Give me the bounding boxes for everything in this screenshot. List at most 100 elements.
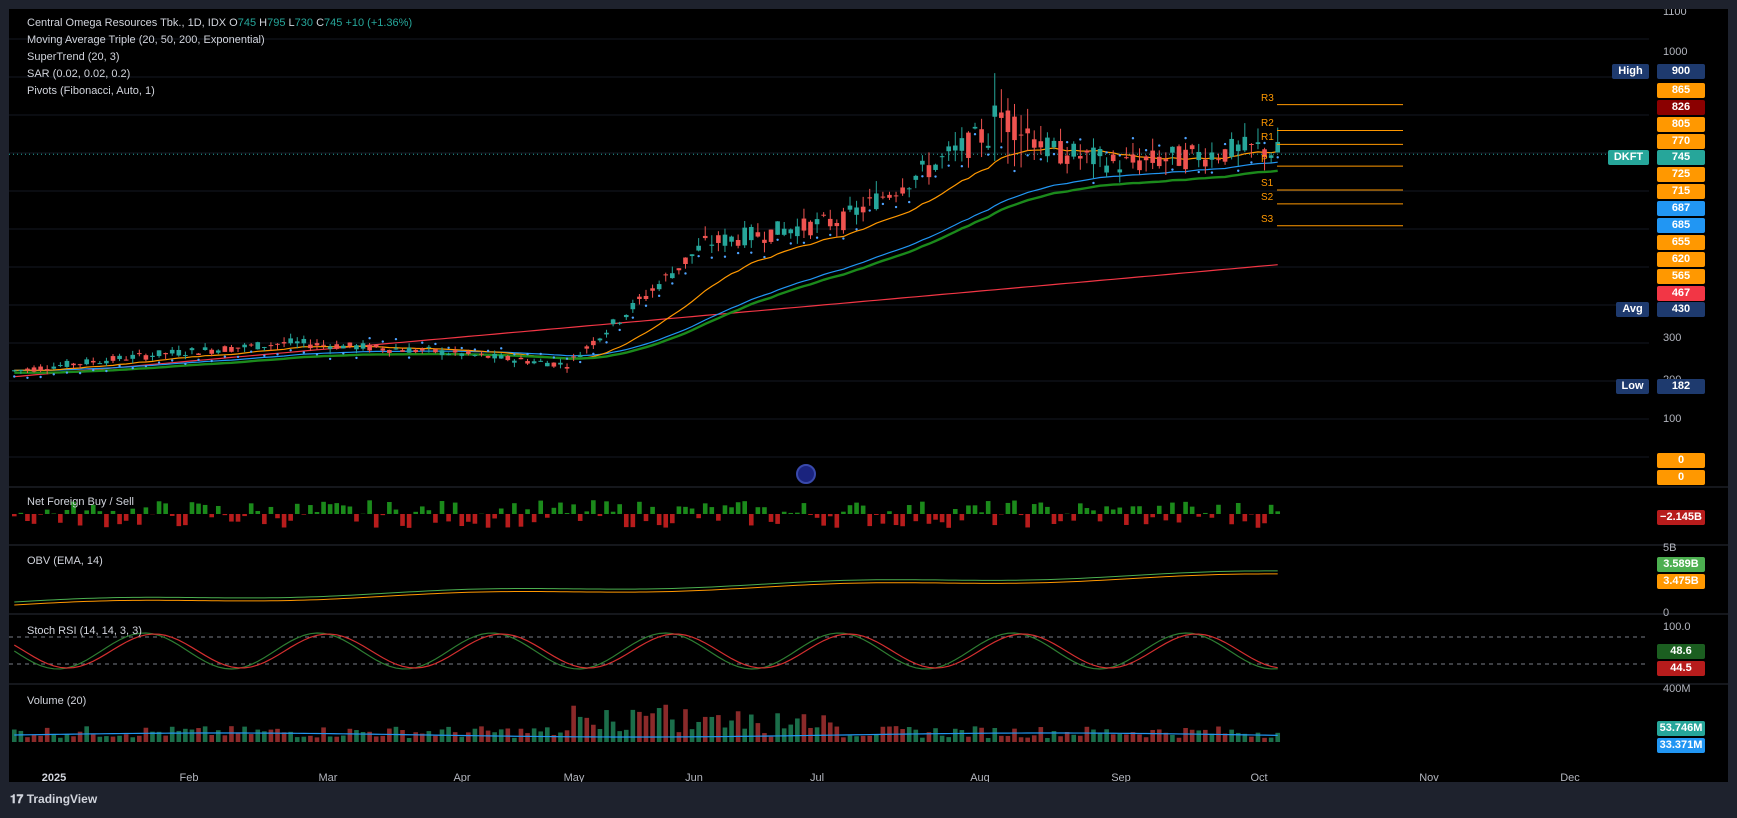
foreign-flow-bar (926, 514, 932, 524)
sar-dot (394, 337, 398, 341)
foreign-flow-bar (229, 514, 234, 522)
price-chart[interactable] (9, 9, 1728, 782)
candle-body (979, 129, 984, 143)
volume-bar (584, 717, 590, 742)
foreign-flow-bar (255, 510, 261, 514)
foreign-flow-bar (446, 514, 451, 522)
indicator-pivots[interactable]: Pivots (Fibonacci, Auto, 1) (27, 85, 155, 97)
candle-body (347, 342, 353, 347)
indicator-supertrend[interactable]: SuperTrend (20, 3) (27, 51, 120, 63)
foreign-flow-bar (400, 514, 405, 526)
volume-bar (623, 729, 629, 742)
foreign-flow-bar (18, 512, 24, 514)
candle-body (413, 349, 418, 353)
foreign-flow-bar (1124, 514, 1129, 525)
candle-body (123, 359, 129, 361)
volume-bar (433, 735, 438, 742)
foreign-flow-bar (393, 509, 399, 514)
brand-logo[interactable]: 𝟏𝟕 TradingView (10, 792, 97, 807)
candle-body (874, 193, 879, 210)
volume-bar (104, 736, 109, 742)
volume-bar (380, 735, 386, 742)
volume-bar (31, 734, 37, 742)
candle-body (1051, 140, 1057, 148)
foreign-flow-bar (1012, 500, 1017, 514)
candle-body (426, 346, 432, 348)
foreign-flow-bar (485, 514, 491, 528)
price-badge: 805 (1657, 117, 1705, 132)
foreign-flow-bar (538, 500, 544, 514)
high-tag-label: High (1612, 64, 1649, 79)
candle-body (709, 244, 715, 246)
sar-dot (539, 352, 542, 356)
event-marker-icon (796, 464, 816, 484)
price-badge: 865 (1657, 83, 1705, 98)
volume-bar (189, 729, 195, 742)
sar-dot (1052, 152, 1056, 156)
candle-body (255, 342, 261, 350)
candle-body (834, 222, 840, 227)
pane-title-stoch[interactable]: Stoch RSI (14, 14, 3, 3) (27, 625, 142, 637)
candle-body (183, 355, 188, 357)
foreign-flow-bar (354, 514, 359, 522)
volume-bar (1071, 734, 1077, 742)
candle-body (571, 356, 576, 358)
candle-body (722, 234, 728, 246)
candle-body (999, 112, 1004, 118)
sar-dot (934, 175, 937, 178)
volume-bar (1045, 737, 1050, 742)
candle-body (11, 370, 17, 372)
foreign-flow-bar (301, 514, 307, 515)
foreign-flow-bar (775, 514, 780, 524)
tradingview-icon: 𝟏𝟕 (10, 792, 27, 806)
indicator-sar[interactable]: SAR (0.02, 0.02, 0.2) (27, 68, 131, 80)
volume-bar (25, 737, 30, 742)
foreign-flow-bar (327, 504, 333, 514)
sar-dot (644, 304, 648, 307)
sar-dot (1237, 169, 1240, 172)
volume-bar (143, 727, 149, 742)
foreign-flow-bar (183, 514, 188, 526)
candle-body (544, 362, 550, 367)
candle-body (933, 164, 938, 170)
volume-bar (202, 726, 208, 742)
pane-title-foreign[interactable]: Net Foreign Buy / Sell (27, 496, 134, 508)
price-badge: 770 (1657, 134, 1705, 149)
volume-bar (176, 730, 182, 742)
time-tick: Dec (1560, 772, 1580, 782)
pane-title-volume[interactable]: Volume (20) (27, 695, 87, 707)
volume-bar (656, 708, 662, 742)
candle-body (748, 227, 754, 241)
pane-title-obv[interactable]: OBV (EMA, 14) (27, 555, 103, 567)
indicator-ma-triple[interactable]: Moving Average Triple (20, 50, 200, Expo… (27, 34, 265, 46)
foreign-flow-bar (288, 514, 293, 521)
foreign-flow-bar (1104, 506, 1109, 514)
volume-value-badge: 53.746M (1657, 721, 1705, 736)
foreign-flow-bar (1051, 514, 1057, 524)
price-badge: 467 (1657, 286, 1705, 301)
foreign-flow-bar (913, 514, 919, 522)
volume-bar (1005, 735, 1011, 742)
chart-frame[interactable]: Central Omega Resources Tbk., 1D, IDX O7… (9, 9, 1728, 782)
foreign-flow-bar (242, 514, 247, 517)
foreign-flow-bar (11, 514, 17, 517)
candle-body (1124, 157, 1129, 159)
volume-bar (235, 732, 241, 742)
volume-bar (1163, 732, 1169, 742)
volume-bar (814, 727, 820, 742)
foreign-flow-bar (821, 514, 826, 526)
last-price-tag: 745 (1657, 150, 1705, 165)
candle-body (755, 232, 761, 237)
foreign-flow-bar (867, 514, 873, 527)
volume-bar (900, 729, 905, 742)
symbol-legend: Central Omega Resources Tbk., 1D, IDX O7… (27, 17, 412, 29)
foreign-flow-bar (163, 503, 168, 514)
candle-body (781, 228, 787, 235)
foreign-flow-bar (1031, 504, 1037, 514)
foreign-flow-bar (1058, 514, 1063, 522)
volume-bar (729, 720, 734, 742)
foreign-flow-bar (123, 514, 129, 521)
volume-bar (209, 735, 215, 742)
sar-dot (881, 202, 885, 206)
candle-body (906, 188, 912, 190)
